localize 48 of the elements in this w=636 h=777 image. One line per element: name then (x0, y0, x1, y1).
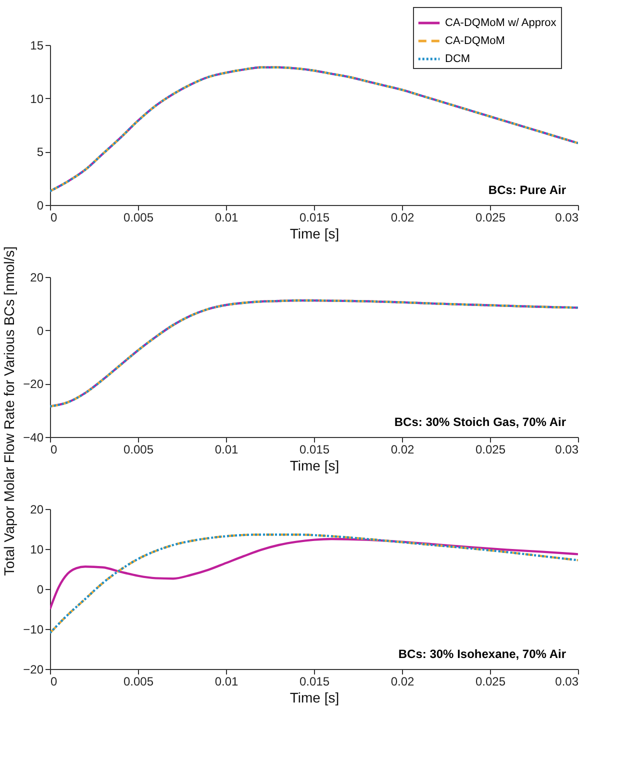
x-tick-label: 0.01 (214, 674, 238, 688)
y-tick-label: −40 (23, 430, 44, 444)
y-tick-label: 0 (36, 198, 44, 212)
x-tick-label: 0.025 (475, 674, 506, 688)
x-tick-label: 0.015 (299, 674, 330, 688)
y-tick-label: 10 (30, 542, 44, 556)
line-series (50, 538, 578, 610)
x-tick-label: 0.015 (299, 442, 330, 456)
x-tick-label: 0.005 (123, 210, 154, 224)
x-tick-label: 0.025 (475, 442, 506, 456)
annotation: BCs: 30% Isohexane, 70% Air (398, 647, 566, 661)
annotation: BCs: Pure Air (488, 183, 566, 197)
legend-label: CA-DQMoM w/ Approx (445, 17, 557, 29)
x-axis-title: Time [s] (290, 690, 340, 706)
y-tick-label: 5 (36, 145, 44, 160)
x-tick-label: 0.03 (555, 210, 579, 224)
y-tick-label: 0 (36, 324, 44, 338)
y-tick-label: −20 (23, 377, 44, 392)
y-tick-label: 20 (30, 270, 44, 284)
x-axis-title: Time [s] (290, 458, 340, 474)
y-tick-label: 15 (30, 38, 44, 52)
x-tick-label: 0.03 (555, 674, 579, 688)
y-tick-label: −10 (23, 622, 44, 636)
x-axis-title: Time [s] (290, 226, 340, 242)
x-tick-label: 0.01 (214, 442, 238, 456)
x-tick-label: 0.02 (390, 210, 414, 224)
x-tick-label: 0.03 (555, 442, 579, 456)
legend-label: DCM (445, 53, 470, 65)
line-series (50, 299, 578, 408)
y-axis-title: Total Vapor Molar Flow Rate for Various BCs [nmol/s] (1, 246, 17, 576)
y-tick-label: 0 (36, 582, 44, 596)
x-tick-label: 0 (50, 210, 58, 224)
x-tick-label: 0.005 (123, 674, 154, 688)
x-tick-label: 0.025 (475, 210, 506, 224)
x-tick-label: 0.02 (390, 442, 414, 456)
y-tick-label: 20 (30, 502, 44, 516)
x-tick-label: 0.01 (214, 210, 238, 224)
x-tick-label: 0 (50, 442, 58, 456)
legend-label: CA-DQMoM (445, 35, 505, 47)
y-tick-label: 10 (30, 92, 44, 106)
x-tick-label: 0.02 (390, 674, 414, 688)
x-tick-label: 0.015 (299, 210, 330, 224)
line-series (50, 66, 578, 192)
x-tick-label: 0 (50, 674, 58, 688)
x-tick-label: 0.005 (123, 442, 154, 456)
line-series (50, 534, 578, 634)
y-tick-label: −20 (23, 662, 44, 676)
annotation: BCs: 30% Stoich Gas, 70% Air (394, 415, 566, 429)
